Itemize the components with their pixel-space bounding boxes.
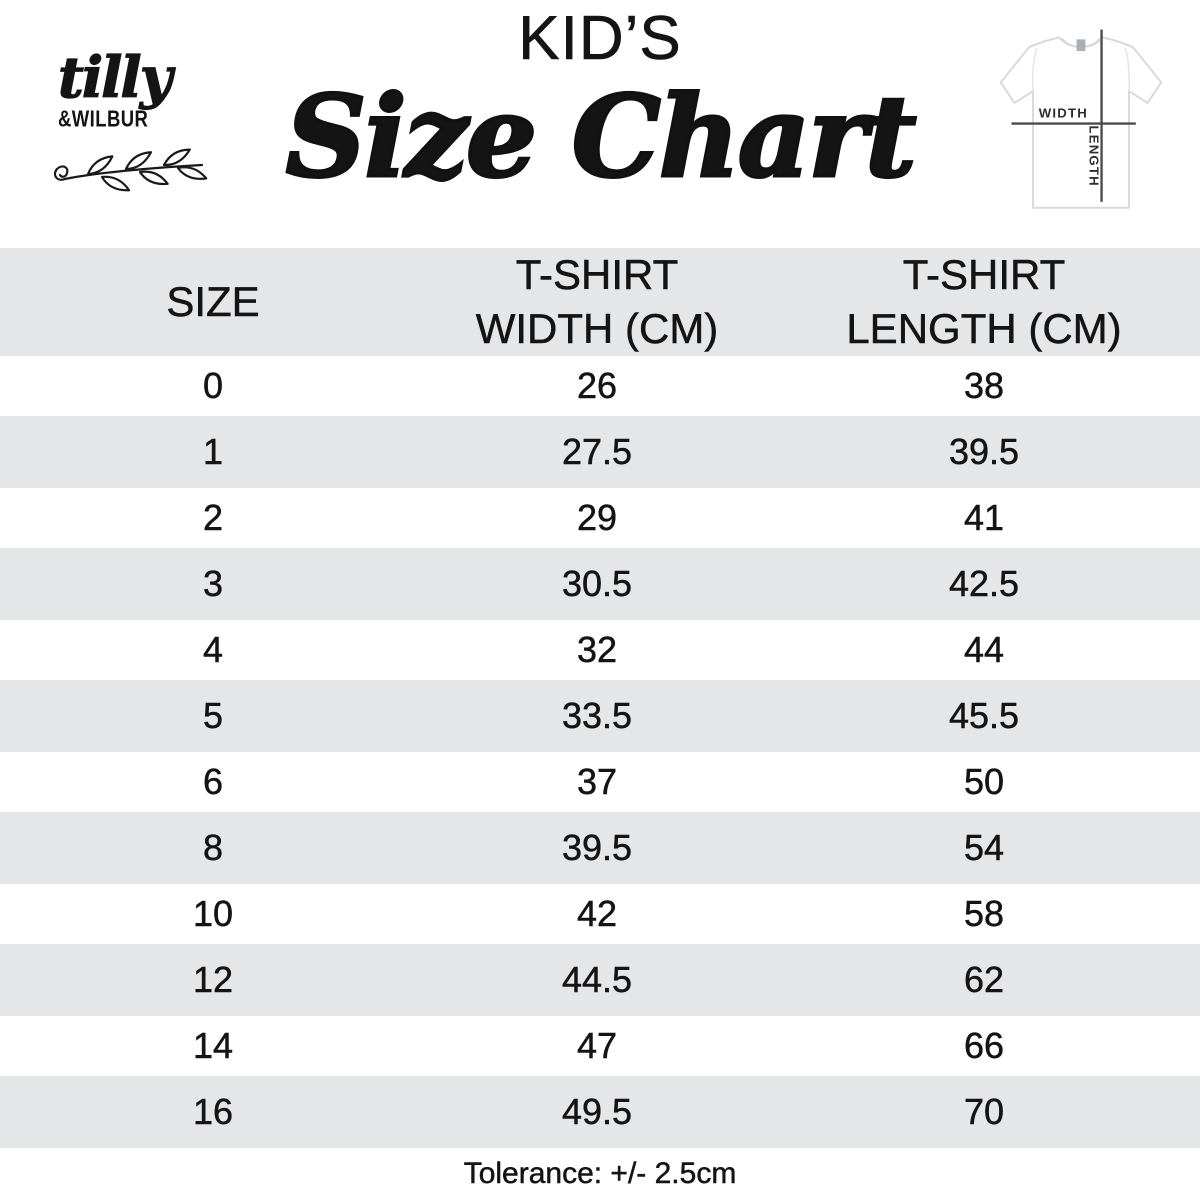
cell-length: 54 (963, 827, 1005, 869)
column-header-length: T-SHIRT LENGTH (CM) (846, 251, 1122, 352)
cell-width: 30.5 (561, 563, 633, 605)
neck-label (1076, 39, 1086, 52)
cell-width: 27.5 (561, 431, 633, 473)
cell-length: 38 (963, 365, 1005, 407)
cell-length: 41 (963, 497, 1005, 539)
length-axis-label: LENGTH (1086, 125, 1101, 186)
sleeve-seam-left (1032, 47, 1038, 92)
cell-size: 2 (202, 497, 224, 539)
cell-length: 45.5 (948, 695, 1020, 737)
table-row: 4 32 44 (0, 620, 1200, 680)
cell-length: 66 (963, 1025, 1005, 1067)
size-table-header: SIZE T-SHIRT WIDTH (CM) T-SHIRT LENGTH (… (0, 248, 1200, 356)
cell-width: 33.5 (561, 695, 633, 737)
cell-length: 42.5 (948, 563, 1020, 605)
tshirt-measurement-diagram: WIDTH LENGTH (999, 29, 1163, 209)
table-row: 10 42 58 (0, 884, 1200, 944)
cell-size: 8 (202, 827, 224, 869)
table-row: 12 44.5 62 (0, 944, 1200, 1016)
cell-width: 49.5 (561, 1091, 633, 1133)
table-row: 8 39.5 54 (0, 812, 1200, 884)
table-row: 2 29 41 (0, 488, 1200, 548)
cell-size: 4 (202, 629, 224, 671)
cell-size: 3 (202, 563, 224, 605)
cell-length: 50 (963, 761, 1005, 803)
cell-size: 5 (202, 695, 224, 737)
footer: Tolerance: +/- 2.5cm (0, 1148, 1200, 1200)
sleeve-seam-right (1124, 47, 1130, 92)
cell-width: 47 (576, 1025, 618, 1067)
cell-size: 12 (192, 959, 234, 1001)
table-row: 3 30.5 42.5 (0, 548, 1200, 620)
page-title: Size Chart (284, 72, 918, 204)
cell-size: 1 (202, 431, 224, 473)
width-axis-label: WIDTH (1039, 106, 1088, 121)
leaf (100, 175, 131, 192)
leaf (124, 151, 153, 171)
cell-size: 0 (202, 365, 224, 407)
cell-length: 62 (963, 959, 1005, 1001)
cell-width: 39.5 (561, 827, 633, 869)
cell-width: 42 (576, 893, 618, 935)
leaf (86, 155, 114, 176)
brand-logo: tilly &WILBUR (53, 45, 218, 194)
cell-length: 44 (963, 629, 1005, 671)
brand-name-script: tilly (57, 45, 172, 111)
laurel-branch-icon (53, 148, 208, 192)
cell-length: 58 (963, 893, 1005, 935)
table-row: 16 49.5 70 (0, 1076, 1200, 1148)
leaf (176, 166, 208, 181)
cell-width: 26 (576, 365, 618, 407)
cell-size: 16 (192, 1091, 234, 1133)
table-row: 0 26 38 (0, 356, 1200, 416)
column-header-width: T-SHIRT WIDTH (CM) (475, 251, 719, 352)
table-row: 6 37 50 (0, 752, 1200, 812)
cell-length: 39.5 (948, 431, 1020, 473)
brand-name-sub: &WILBUR (58, 106, 149, 133)
title-kicker: KID’S (518, 4, 682, 73)
leaf (162, 148, 191, 167)
cell-length: 70 (963, 1091, 1005, 1133)
table-row: 1 27.5 39.5 (0, 416, 1200, 488)
cell-size: 6 (202, 761, 224, 803)
cell-width: 29 (576, 497, 618, 539)
leaf (138, 170, 169, 186)
cell-width: 37 (576, 761, 618, 803)
table-row: 5 33.5 45.5 (0, 680, 1200, 752)
cell-width: 44.5 (561, 959, 633, 1001)
column-header-size: SIZE (166, 278, 260, 326)
cell-size: 14 (192, 1025, 234, 1067)
tolerance-note: Tolerance: +/- 2.5cm (463, 1157, 737, 1191)
cell-width: 32 (576, 629, 618, 671)
header: tilly &WILBUR KID’S Size Chart (0, 0, 1200, 248)
branch-stem (63, 164, 204, 181)
branch-spiral (53, 165, 69, 181)
cell-size: 10 (192, 893, 234, 935)
table-row: 14 47 66 (0, 1016, 1200, 1076)
size-table-body: 0 26 38 1 27.5 39.5 2 29 41 3 30.5 42.5 … (0, 356, 1200, 1148)
